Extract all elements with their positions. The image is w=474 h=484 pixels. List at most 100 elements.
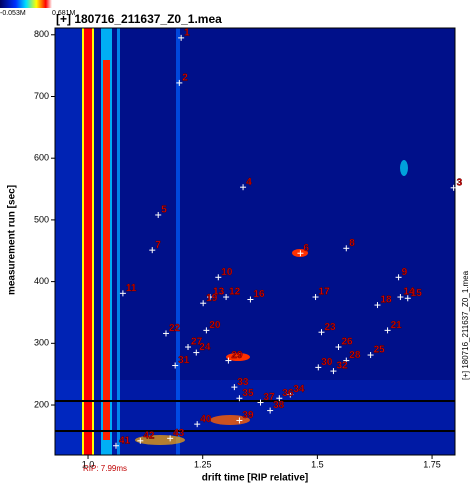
peak-label: 33 bbox=[237, 377, 249, 388]
y-tick-label: 200 bbox=[34, 399, 49, 409]
peak-marker bbox=[397, 294, 404, 301]
x-tick-label: 1.25 bbox=[194, 459, 212, 469]
peak-label: 10 bbox=[221, 267, 233, 278]
peak-marker bbox=[155, 211, 162, 218]
peak-marker bbox=[225, 357, 232, 364]
peak-label: 38 bbox=[273, 400, 285, 411]
peak-label: 24 bbox=[199, 342, 211, 353]
side-label: [+] 180716_211637_Z0_1.mea bbox=[461, 270, 470, 380]
peak-label: 40 bbox=[200, 414, 212, 425]
peak-marker bbox=[318, 329, 325, 336]
peak-label: 25 bbox=[374, 345, 386, 356]
peak-label: 34 bbox=[293, 384, 305, 395]
x-tick-label: 1.0 bbox=[82, 459, 95, 469]
peak-label: 11 bbox=[126, 283, 137, 294]
peak-marker bbox=[185, 344, 192, 351]
peak-label: 27 bbox=[191, 337, 203, 348]
peak-label: 26 bbox=[341, 337, 353, 348]
peak-label: 20 bbox=[209, 320, 221, 331]
peak-label: 15 bbox=[411, 288, 423, 299]
peak-marker bbox=[119, 290, 126, 297]
peak-label: 4 bbox=[246, 177, 252, 188]
x-axis-label: drift time [RIP relative] bbox=[202, 473, 309, 484]
plot-frame bbox=[54, 27, 456, 456]
peak-label: 9 bbox=[402, 267, 408, 278]
y-tick-label: 800 bbox=[34, 29, 49, 39]
peak-label: 22 bbox=[169, 323, 181, 334]
x-tick-label: 1.5 bbox=[311, 459, 324, 469]
peak-label: 12 bbox=[229, 287, 241, 298]
peak-marker bbox=[194, 421, 201, 428]
peak-marker bbox=[404, 295, 411, 302]
peak-label: 16 bbox=[253, 289, 265, 300]
peak-label: 39 bbox=[242, 410, 254, 421]
peak-label: 18 bbox=[380, 295, 392, 306]
x-tick-label: 1.75 bbox=[423, 459, 441, 469]
peak-label: 29 bbox=[231, 350, 243, 361]
peak-label: 43 bbox=[173, 428, 185, 439]
peak-marker bbox=[450, 184, 457, 191]
peak-label: 13 bbox=[213, 287, 225, 298]
peak-marker bbox=[163, 330, 170, 337]
peak-marker bbox=[367, 352, 374, 359]
peak-marker bbox=[247, 296, 254, 303]
peak-label: 32 bbox=[336, 361, 348, 372]
peak-label: 5 bbox=[161, 205, 167, 216]
heatmap bbox=[55, 28, 455, 455]
peak-label: 8 bbox=[349, 238, 355, 249]
peak-label: 14 bbox=[403, 287, 415, 298]
peak-marker bbox=[149, 247, 156, 254]
peak-label: 17 bbox=[319, 287, 331, 298]
peak-marker bbox=[384, 327, 391, 334]
y-tick-label: 300 bbox=[34, 338, 49, 348]
colorbar-min: -0.053M bbox=[0, 10, 26, 17]
peak-marker bbox=[167, 435, 174, 442]
peak-label: 6 bbox=[303, 243, 309, 254]
peak-label: 41 bbox=[119, 435, 131, 446]
y-axis-label: measurement run [sec] bbox=[7, 185, 18, 295]
y-tick-label: 500 bbox=[34, 214, 49, 224]
peak-marker bbox=[203, 327, 210, 334]
peak-marker bbox=[335, 344, 342, 351]
peak-marker bbox=[193, 349, 200, 356]
peak-label: 7 bbox=[155, 240, 161, 251]
peak-marker bbox=[207, 294, 214, 301]
peak-marker bbox=[200, 300, 207, 307]
peak-marker bbox=[330, 368, 337, 375]
peak-marker bbox=[395, 274, 402, 281]
peak-marker bbox=[276, 395, 283, 402]
colorbar bbox=[0, 0, 52, 8]
peak-marker bbox=[113, 442, 120, 449]
peak-marker bbox=[172, 362, 179, 369]
peak-marker bbox=[267, 407, 274, 414]
peak-label: 35 bbox=[242, 388, 254, 399]
peak-marker bbox=[137, 437, 144, 444]
chart-title: [+] 180716_211637_Z0_1.mea bbox=[56, 12, 222, 26]
peak-label: 2 bbox=[182, 73, 188, 84]
y-tick-label: 400 bbox=[34, 276, 49, 286]
peak-label: 30 bbox=[321, 357, 333, 368]
peak-marker bbox=[287, 391, 294, 398]
peak-marker bbox=[257, 399, 264, 406]
peak-marker bbox=[178, 34, 185, 41]
peak-marker bbox=[240, 184, 247, 191]
peak-marker bbox=[343, 245, 350, 252]
peak-label: 23 bbox=[325, 322, 337, 333]
peak-marker bbox=[223, 294, 230, 301]
colorbar-max: 0.681M bbox=[52, 10, 76, 17]
peak-marker bbox=[176, 79, 183, 86]
peak-label: 37 bbox=[264, 392, 276, 403]
peak-marker bbox=[215, 274, 222, 281]
y-tick-label: 600 bbox=[34, 153, 49, 163]
peak-label: 21 bbox=[391, 320, 403, 331]
peak-label: 42 bbox=[143, 430, 155, 441]
peak-label: 3 bbox=[457, 177, 463, 188]
peak-marker bbox=[236, 395, 243, 402]
peak-label: 1 bbox=[184, 28, 190, 39]
peak-label: 36 bbox=[282, 388, 294, 399]
peak-label: 31 bbox=[178, 355, 190, 366]
peak-marker bbox=[315, 364, 322, 371]
peak-marker bbox=[374, 302, 381, 309]
peak-marker bbox=[231, 384, 238, 391]
